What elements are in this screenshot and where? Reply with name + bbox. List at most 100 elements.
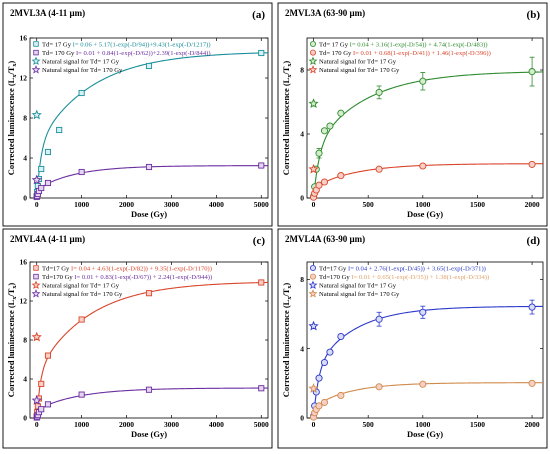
data-point-series-2 [337, 391, 345, 400]
x-tick-label: 0 [35, 420, 39, 429]
y-axis-title-part: Corrected luminescence (L [6, 299, 16, 397]
y-axis-title-part: ) [281, 61, 291, 64]
panel-label: (a) [252, 9, 265, 21]
legend-entry: Natural signal for Td= 170 Gy [319, 67, 400, 74]
legend-equation: I= 0.01 + 0.83(1-exp(-D/67)) + 2.24(1-ex… [73, 274, 213, 281]
data-point-series-2 [38, 406, 45, 413]
data-point-series-2 [315, 181, 323, 189]
data-point-series-1 [315, 149, 323, 157]
natural-signal-star-2 [308, 163, 319, 174]
x-tick-label: 2000 [119, 200, 134, 209]
legend-equation: I= 0.06 + 5.17(1-exp(-D/94))+9.43(1-exp(… [71, 41, 211, 48]
x-tick-label: 4000 [209, 200, 224, 209]
data-point-series-1 [326, 348, 334, 356]
y-axis-title-part: x [287, 75, 293, 78]
data-point-series-1 [320, 127, 329, 135]
legend-entry: Natural signal for Td= 170 Gy [42, 67, 123, 74]
sample-label: 2MVL3A (63-90 μm) [285, 8, 365, 18]
legend-entry: Natural signal for Td= 17 Gy [319, 59, 397, 66]
x-axis-title: Dose (Gy) [131, 429, 167, 439]
legend-series-name: Td=170 Gy [42, 274, 73, 281]
legend-series-name: Td= 17 Gy [42, 41, 72, 48]
data-point-series-1 [320, 358, 329, 367]
legend-marker [33, 265, 39, 271]
legend-series-name: Td= 170 Gy [42, 50, 75, 57]
fit-curve-1 [313, 71, 543, 198]
x-tick-label: 1500 [470, 200, 485, 209]
natural-signal-star-2 [31, 174, 42, 185]
legend-equation: I= 0.04 + 4.63(1-exp(-D/82)) + 9.35(1-ex… [69, 265, 212, 272]
legend-equation: I= 0.04 + 3.16(1-exp(-D/54)) + 4.74(1-ex… [348, 41, 488, 48]
x-tick-label: 4000 [209, 420, 224, 429]
data-point-series-1 [258, 49, 265, 57]
legend-entry: Natural signal for Td= 17 Gy [319, 283, 397, 290]
legend-equation: I= 0.01 + 0.65(1-exp(-D/35)) + 1.38(1-ex… [350, 274, 490, 281]
data-point-series-1 [375, 88, 383, 96]
data-point-series-1 [38, 165, 45, 173]
data-point-series-2 [38, 184, 45, 192]
data-point-series-1 [375, 315, 383, 323]
x-tick-label: 0 [312, 420, 316, 429]
fit-curve-1 [36, 52, 268, 198]
x-axis-title: Dose (Gy) [131, 209, 167, 219]
legend-series-name: Td=17 Gy [42, 265, 70, 272]
legend-series-name: Td= 170 Gy [319, 50, 352, 57]
legend-entry: Natural signal for Td= 17 Gy [42, 283, 120, 290]
data-point-series-2 [320, 398, 329, 406]
legend-entry: Td= 170 Gy I= 0.01 + 0.84(1-exp(-D/62))+… [42, 50, 211, 57]
fit-curve-2 [313, 163, 543, 198]
natural-signal-star-2 [308, 383, 319, 393]
chart-panel-3: 2MVL4A (4-11 μm) (c) 0 1000 2000 3000 4000 5000… [2, 228, 273, 449]
chart-panel-1: 2MVL3A (4-11 μm) (a) 0 1000 2000 3000 4000 5000… [2, 2, 273, 227]
data-point-series-2 [528, 379, 536, 387]
x-tick-label: 5000 [254, 420, 269, 429]
sample-label: 2MVL3A (4-11 μm) [10, 8, 85, 18]
x-tick-label: 2000 [119, 420, 134, 429]
data-point-series-2 [78, 391, 85, 398]
legend-marker [33, 273, 39, 280]
legend-series-name: Td=17 Gy [319, 265, 347, 272]
x-tick-label: 1500 [470, 420, 485, 429]
data-point-series-1 [528, 68, 536, 76]
legend-marker [309, 264, 316, 271]
legend-marker [31, 280, 41, 289]
natural-signal-star-1 [308, 98, 319, 108]
panel-label: (d) [527, 235, 541, 247]
y-axis-title-part: ) [6, 61, 16, 64]
chart-panel-4: 2MVL4A (63-90 μm) (d) 0 500 1000 1500 2000 0 4 8 D… [277, 228, 548, 449]
data-point-series-1 [145, 62, 153, 70]
legend-entry: Td=17 Gy I= 0.04 + 4.63(1-exp(-D/82)) + … [42, 265, 212, 272]
y-axis-title-part: x [287, 64, 293, 67]
y-axis-title-part: Corrected luminescence (L [281, 77, 291, 175]
legend-entry: Td= 17 Gy I= 0.04 + 3.16(1-exp(-D/54)) +… [319, 41, 488, 48]
legend-equation: I= 0.04 + 2.76(1-exp(-D/45)) + 3.65(1-ex… [346, 265, 486, 272]
legend-marker [308, 280, 318, 289]
x-tick-label: 500 [363, 200, 375, 209]
x-tick-label: 0 [312, 200, 316, 209]
data-point-series-2 [258, 162, 265, 169]
data-point-series-1 [78, 89, 85, 97]
data-point-series-2 [258, 385, 265, 392]
y-tick-label: 0 [300, 414, 304, 423]
data-point-series-2 [375, 383, 383, 391]
y-axis-title-part: /T [6, 66, 16, 75]
y-axis-title-part: /T [6, 288, 16, 297]
x-axis-title: Dose (Gy) [407, 429, 443, 439]
data-point-series-2 [375, 165, 383, 173]
y-axis-title: Corrected luminescence (Lx/Tx) [6, 283, 18, 398]
y-axis-title-part: Corrected luminescence (L [281, 299, 291, 397]
panel-label: (c) [253, 235, 266, 247]
y-axis-title-part: x [12, 297, 18, 300]
natural-signal-star-2 [31, 395, 42, 405]
y-tick-label: 4 [300, 344, 304, 353]
y-axis-title-part: x [12, 286, 18, 289]
x-tick-label: 3000 [164, 200, 179, 209]
data-point-series-1 [145, 290, 153, 297]
legend-marker [33, 49, 39, 56]
legend-series-name: Td= 17 Gy [319, 41, 349, 48]
legend-equation: I= 0.01 + 0.84(1-exp(-D/62))+2.39(1-exp(… [74, 50, 210, 57]
y-axis-title: Corrected luminescence (Lx/Tx) [281, 283, 293, 398]
x-tick-label: 2000 [525, 420, 540, 429]
